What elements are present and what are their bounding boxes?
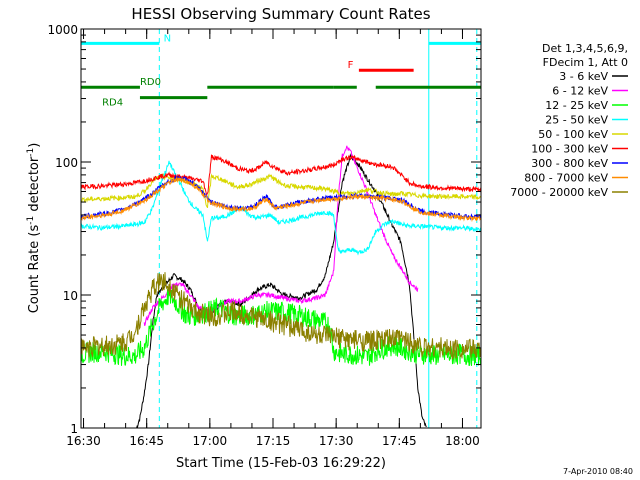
footer-timestamp: 7-Apr-2010 08:40 xyxy=(563,467,633,476)
y-tick-label: 1000 xyxy=(47,23,78,37)
legend-entry-label: 800 - 7000 keV xyxy=(524,172,608,185)
x-tick-label: 16:30 xyxy=(66,434,101,448)
legend-entry-label: 300 - 800 keV xyxy=(531,157,608,170)
state-bar-label: RD0 xyxy=(140,77,161,88)
y-tick-label: 100 xyxy=(55,156,78,170)
y-tick-label: 1 xyxy=(70,422,78,436)
state-bar-label: RD4 xyxy=(102,98,123,109)
series-line xyxy=(81,154,481,198)
series-group xyxy=(81,29,481,428)
plot-area xyxy=(81,29,481,428)
x-tick-label: 17:30 xyxy=(319,434,354,448)
series-line xyxy=(81,272,481,360)
legend: Det 1,3,4,5,6,9, FDecim 1, Att 0 3 - 6 k… xyxy=(510,42,628,199)
x-axis-label: Start Time (15-Feb-03 16:29:22) xyxy=(176,456,386,471)
legend-header-line: FDecim 1, Att 0 xyxy=(543,56,628,69)
legend-entry-label: 25 - 50 keV xyxy=(545,114,608,127)
legend-header-line: Det 1,3,4,5,6,9, xyxy=(542,42,628,55)
series-line xyxy=(81,160,481,256)
state-bar-label: N xyxy=(164,33,171,44)
axes: 1 10 100 1000 16:30 16:45 17:00 17:15 17:30 17:45… xyxy=(47,23,482,448)
legend-entry-label: 3 - 6 keV xyxy=(559,70,608,83)
x-tick-label: 16:45 xyxy=(129,434,164,448)
series-line xyxy=(81,172,481,208)
series-line xyxy=(143,145,419,326)
series-line xyxy=(136,153,427,428)
legend-entry-label: 12 - 25 keV xyxy=(545,99,608,112)
x-tick-label: 17:45 xyxy=(382,434,417,448)
series-line xyxy=(81,176,481,223)
legend-entry-label: 50 - 100 keV xyxy=(538,128,608,141)
x-tick-label: 18:00 xyxy=(445,434,480,448)
attenuator-state-bars: N F RD0 RD4 xyxy=(81,33,481,109)
plot-frame xyxy=(80,28,482,429)
legend-entry-label: 100 - 300 keV xyxy=(531,143,608,156)
legend-entry-label: 7000 - 20000 keV xyxy=(510,186,608,199)
x-tick-label: 17:00 xyxy=(193,434,228,448)
y-axis-label: Count Rate (s-1 detector-1) xyxy=(26,143,42,314)
y-tick-label: 10 xyxy=(63,289,78,303)
chart-title: HESSI Observing Summary Count Rates xyxy=(131,5,430,23)
state-bar-label: F xyxy=(348,60,354,71)
x-tick-label: 17:15 xyxy=(256,434,291,448)
legend-entry-label: 6 - 12 keV xyxy=(552,85,608,98)
